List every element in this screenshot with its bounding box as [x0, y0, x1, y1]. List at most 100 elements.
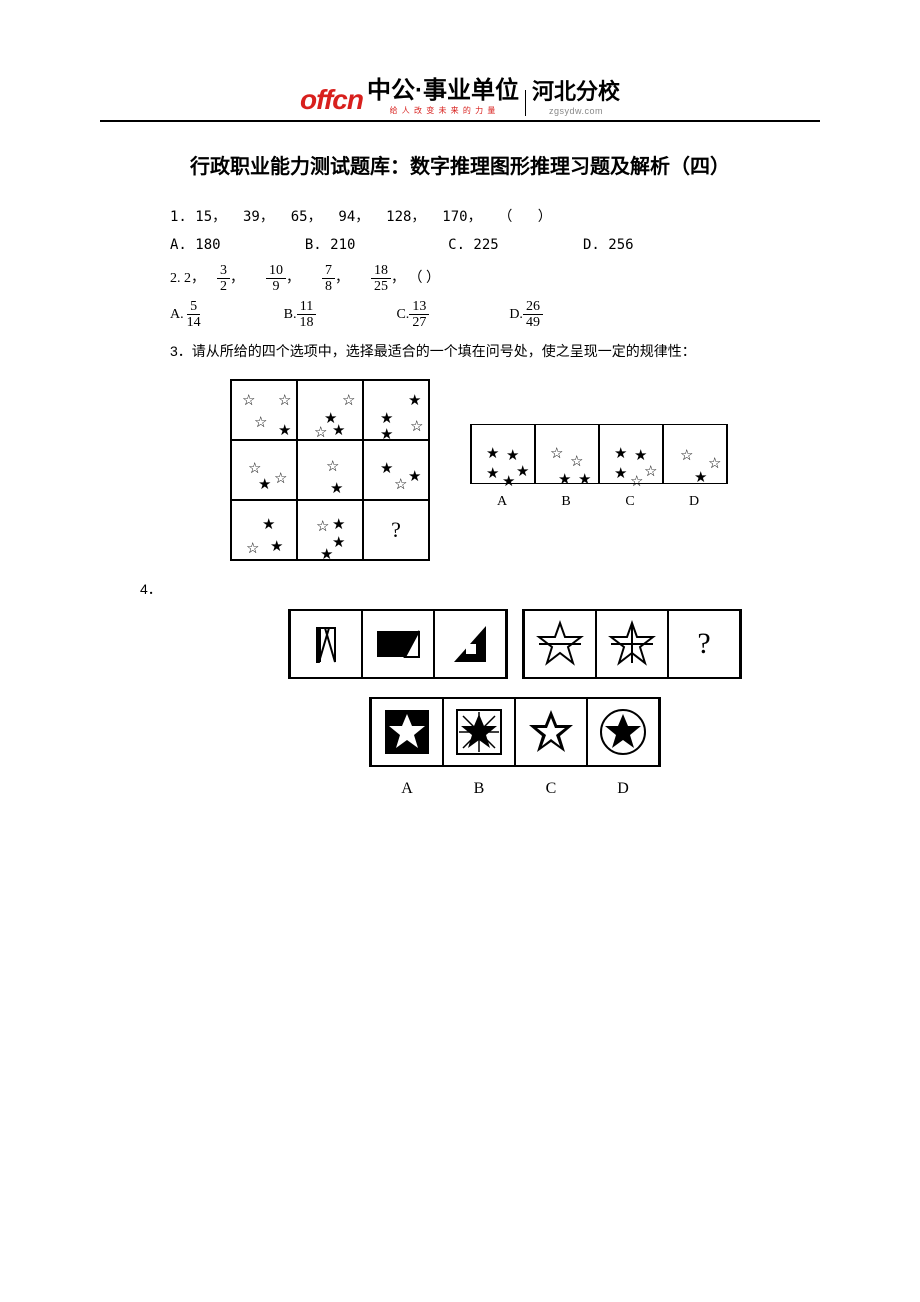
q2-opt-b-label: B.: [284, 301, 297, 329]
q4-answer-row: [369, 697, 661, 767]
star-filled-icon: ★: [558, 465, 571, 495]
q3-figures: ☆☆☆★☆★☆★★★★☆☆★☆☆★★☆★★☆★☆★★★? ★★★★★☆☆★★★★…: [230, 379, 800, 561]
q4-opt-a: [371, 699, 443, 765]
star-outline-icon: ☆: [342, 393, 355, 408]
q3-opt-cell-0: ★★★★★: [471, 425, 535, 483]
star-outline-icon: ☆: [680, 441, 693, 471]
logo-hebei-block: 河北分校 zgsydw.com: [532, 74, 620, 116]
star-filled-icon: ★: [330, 481, 343, 496]
q3-opt-cell-3: ☆☆★: [663, 425, 727, 483]
star-filled-icon: ★: [502, 467, 515, 497]
q4-cell-5: [596, 611, 668, 677]
q3-cell-0-1: ☆★☆★: [297, 380, 363, 440]
star-outline-icon: ☆: [274, 471, 287, 486]
star-outline-icon: ☆: [394, 477, 407, 492]
q4-opt-d: [587, 699, 659, 765]
q4-label-a: A: [371, 773, 443, 805]
star-filled-icon: ★: [578, 465, 591, 495]
q3-cell-2-2: ?: [363, 500, 429, 560]
q1-prompt: 1. 15， 39， 65， 94， 128， 170， （ ）: [170, 203, 800, 231]
q4-opt-labels: A B C D: [371, 773, 659, 805]
q2-frac-3: 1825: [371, 263, 391, 295]
star-outline-icon: ☆: [326, 459, 339, 474]
q4-label-c: C: [515, 773, 587, 805]
q4-cell-1: [290, 611, 362, 677]
q2-opt-c: 1327: [409, 299, 429, 331]
q3-cell-0-0: ☆☆☆★: [231, 380, 297, 440]
q4-answer-wrap: A B C D: [230, 697, 800, 805]
star-filled-icon: ★: [270, 539, 283, 554]
q3-options: ★★★★★☆☆★★★★★☆☆☆☆★ A B C D: [470, 424, 728, 516]
star-filled-icon: ★: [332, 517, 345, 532]
star-outline-icon: ☆: [316, 519, 329, 534]
q4-left-box: [288, 609, 508, 679]
q4-label-d: D: [587, 773, 659, 805]
logo-zh-block: 中公·事业单位 给 人 改 变 未 来 的 力 量: [367, 70, 519, 116]
q4-cell-qmark: ?: [668, 611, 740, 677]
star-outline-icon: ☆: [314, 425, 327, 440]
content: 1. 15， 39， 65， 94， 128， 170， （ ） A. 180 …: [100, 203, 820, 805]
q3-cell-0-2: ★★★☆: [363, 380, 429, 440]
star-outline-icon: ☆: [254, 415, 267, 430]
star-filled-icon: ★: [262, 517, 275, 532]
logo-sub-red: 给 人 改 变 未 来 的 力 量: [390, 105, 497, 116]
star-filled-icon: ★: [332, 423, 345, 438]
logo-hebei: 河北分校: [532, 74, 620, 106]
q3-grid: ☆☆☆★☆★☆★★★★☆☆★☆☆★★☆★★☆★☆★★★?: [230, 379, 430, 561]
q3-opt-cell-2: ★★★☆☆: [599, 425, 663, 483]
q1-opts: A. 180 B. 210 C. 225 D. 256: [170, 231, 800, 259]
q3-prompt: 3．请从所给的四个选项中，选择最适合的一个填在问号处，使之呈现一定的规律性：: [170, 337, 800, 365]
star-filled-icon: ★: [408, 393, 421, 408]
qmark-icon: ?: [697, 614, 710, 674]
star-filled-icon: ★: [408, 469, 421, 484]
q3-cell-2-1: ☆★★★: [297, 500, 363, 560]
q4-opt-b: [443, 699, 515, 765]
q4-label-b: B: [443, 773, 515, 805]
q4-label: 4．: [140, 575, 800, 603]
q3-cell-1-0: ☆★☆: [231, 440, 297, 500]
q2-opts: A. 514 B. 1118 C. 1327 D. 2649: [170, 299, 800, 331]
star-outline-icon: ☆: [278, 393, 291, 408]
star-filled-icon: ★: [486, 459, 499, 489]
star-outline-icon: ☆: [630, 467, 643, 497]
q4-right-box: ?: [522, 609, 742, 679]
header: offcn 中公·事业单位 给 人 改 变 未 来 的 力 量 河北分校 zgs…: [100, 70, 820, 122]
logo-divider: [525, 90, 526, 116]
q2-frac-1: 109: [266, 263, 286, 295]
star-filled-icon: ★: [320, 547, 333, 562]
q2-frac-2: 78: [322, 263, 335, 295]
q2-opt-d: 2649: [523, 299, 543, 331]
q3-cell-1-1: ☆★: [297, 440, 363, 500]
star-outline-icon: ☆: [644, 457, 657, 487]
star-filled-icon: ★: [380, 461, 393, 476]
star-filled-icon: ★: [380, 411, 393, 426]
q2-frac-0: 32: [217, 263, 230, 295]
q4-cell-4: [524, 611, 596, 677]
q4-row1: ?: [230, 609, 800, 679]
logo-zh: 中公·事业单位: [367, 70, 519, 105]
q2-lead: 2. 2，: [170, 265, 205, 293]
star-filled-icon: ★: [694, 463, 707, 493]
qmark-icon: ?: [391, 519, 401, 541]
q3-cell-1-2: ★☆★: [363, 440, 429, 500]
star-outline-icon: ☆: [708, 449, 721, 479]
logo-url: zgsydw.com: [549, 106, 603, 116]
star-outline-icon: ☆: [248, 461, 261, 476]
logo-offcn: offcn: [300, 84, 363, 116]
q3-cell-2-0: ★☆★: [231, 500, 297, 560]
q2-prompt: 2. 2， 32， 109， 78， 1825 ， （ ）: [170, 263, 800, 295]
q2-opt-d-label: D.: [509, 301, 523, 329]
star-filled-icon: ★: [258, 477, 271, 492]
q2-opt-b: 1118: [296, 299, 316, 331]
q3-opt-cells: ★★★★★☆☆★★★★★☆☆☆☆★: [470, 424, 728, 484]
q2-tail: ， （ ）: [391, 265, 440, 293]
page-title: 行政职业能力测试题库：数字推理图形推理习题及解析（四）: [100, 150, 820, 179]
q2-opt-a-label: A.: [170, 301, 184, 329]
star-outline-icon: ☆: [242, 393, 255, 408]
star-outline-icon: ☆: [246, 541, 259, 556]
star-outline-icon: ☆: [410, 419, 423, 434]
q4-cell-2: [362, 611, 434, 677]
q4-cell-3: [434, 611, 506, 677]
q4-opt-c: [515, 699, 587, 765]
q2-opt-a: 514: [184, 299, 204, 331]
